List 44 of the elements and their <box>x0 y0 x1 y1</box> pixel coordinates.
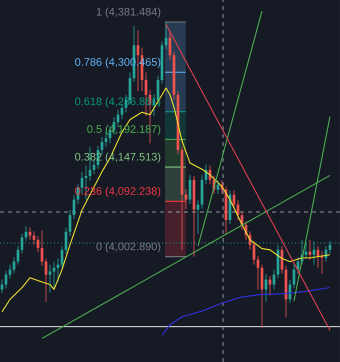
candlestick <box>324 246 328 262</box>
candlestick <box>188 174 192 204</box>
candlestick <box>68 210 72 237</box>
candlestick <box>40 230 44 266</box>
candlestick <box>56 258 60 282</box>
candlestick <box>72 194 76 220</box>
candlestick <box>216 180 220 194</box>
candlestick <box>252 240 256 266</box>
candlestick <box>164 22 168 50</box>
candlestick <box>280 246 284 274</box>
candlestick <box>28 227 32 240</box>
ref-line-label: 1 (4,381.484) <box>96 8 160 18</box>
candlestick <box>16 246 20 266</box>
candlestick <box>196 199 200 234</box>
candlestick <box>320 250 324 274</box>
candlestick <box>256 256 260 290</box>
candlestick <box>208 165 212 184</box>
candlestick <box>316 246 320 268</box>
candlestick <box>104 131 108 148</box>
candlestick <box>268 275 272 296</box>
candlestick <box>48 264 52 293</box>
candlestick <box>204 164 208 184</box>
candlestick <box>32 230 36 246</box>
candlestick <box>272 269 276 290</box>
candlestick <box>12 256 16 274</box>
candlestick <box>184 188 188 210</box>
candlestick <box>100 136 104 155</box>
candlestick <box>60 246 64 269</box>
candlestick <box>264 274 268 302</box>
candlestick <box>8 264 12 279</box>
candlestick <box>52 261 56 290</box>
candlestick <box>4 270 8 289</box>
candlestick <box>44 258 48 302</box>
ref-line-label: 0 (4,002.890) <box>96 242 160 252</box>
candlestick <box>236 200 240 220</box>
candlestick <box>168 30 172 61</box>
candlestick <box>36 236 40 253</box>
candlestick <box>0 279 4 294</box>
candlestick <box>292 264 296 289</box>
candlestick <box>288 280 292 304</box>
candlestick <box>308 239 312 260</box>
candlestick <box>232 190 236 210</box>
candlestick <box>296 256 300 274</box>
candlestick <box>260 264 264 328</box>
